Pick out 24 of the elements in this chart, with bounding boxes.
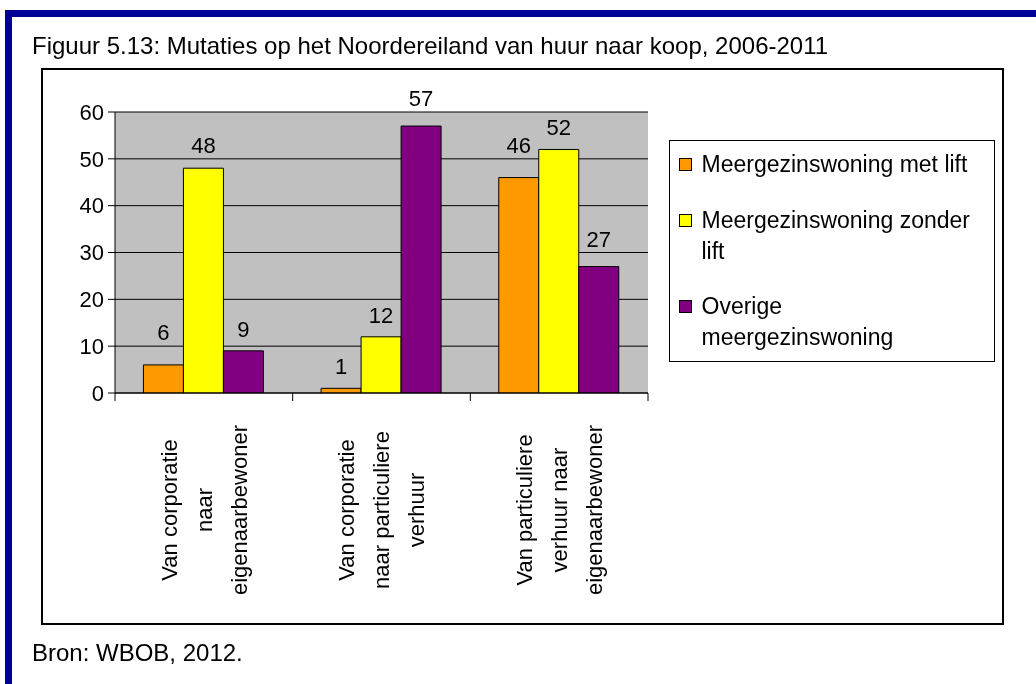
x-tick-label: Van corporatie naar eigenaarbewoner: [156, 424, 252, 596]
y-tick-label: 30: [79, 240, 104, 266]
x-tick-label: Van particuliere verhuur naar eigenaarbewoner: [511, 424, 607, 596]
data-label: 57: [408, 86, 434, 111]
legend-label: Meergezinswoning zonder lift: [701, 205, 971, 266]
legend-label: Overige meergezinswoning: [701, 292, 895, 352]
x-tick-label: Van corporatie naar particuliere verhuur: [334, 431, 430, 589]
chart-title: Figuur 5.13: Mutaties op het Noordereiland van huur naar koop, 2006-2011: [32, 32, 829, 60]
y-tick-label: 10: [79, 333, 104, 359]
legend-label: Meergezinswoning met lift: [701, 150, 969, 179]
data-label: 27: [586, 226, 611, 252]
y-tick-label: 60: [79, 99, 104, 125]
data-label: 52: [546, 115, 571, 141]
data-label: 6: [157, 320, 170, 346]
data-label: 12: [368, 302, 394, 328]
data-label: 48: [191, 132, 216, 158]
y-tick-label: 50: [79, 146, 104, 172]
y-tick-label: 0: [91, 380, 104, 406]
y-tick-label: 40: [79, 193, 104, 219]
text: Bron: WBOB, 2012.: [32, 639, 243, 667]
data-label: 1: [334, 354, 348, 380]
y-tick-label: 20: [79, 287, 104, 313]
data-label: 46: [506, 132, 531, 158]
data-label: 9: [237, 316, 250, 342]
